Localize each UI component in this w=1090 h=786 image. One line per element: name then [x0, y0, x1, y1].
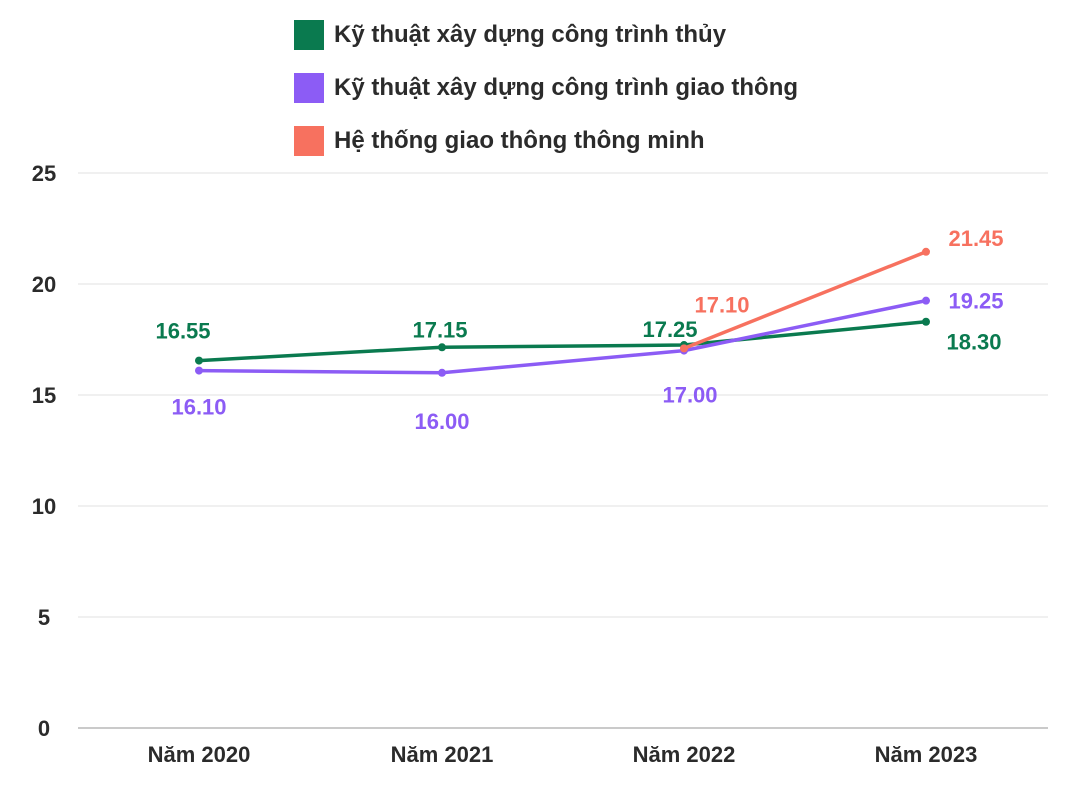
x-tick-label: Năm 2020 — [148, 742, 251, 767]
data-label: 17.10 — [694, 292, 749, 317]
data-point — [438, 368, 446, 377]
y-tick-label: 5 — [38, 605, 50, 630]
data-point — [195, 366, 203, 375]
data-label: 17.00 — [662, 383, 717, 408]
x-tick-label: Năm 2021 — [391, 742, 494, 767]
legend-item-series-1: Kỹ thuật xây dựng công trình thủy — [294, 18, 726, 52]
legend-swatch-series-2 — [294, 73, 324, 103]
data-label: 16.55 — [155, 319, 210, 344]
data-label: 16.10 — [171, 395, 226, 420]
data-point — [680, 344, 688, 353]
legend-swatch-series-3 — [294, 126, 324, 156]
legend-label-series-1: Kỹ thuật xây dựng công trình thủy — [334, 21, 727, 48]
y-tick-label: 20 — [32, 272, 56, 297]
data-label: 17.15 — [412, 317, 467, 342]
x-tick-label: Năm 2023 — [875, 742, 978, 767]
series-line — [682, 250, 928, 351]
x-tick-label: Năm 2022 — [633, 742, 736, 767]
data-point — [922, 317, 930, 326]
y-tick-label: 25 — [32, 161, 56, 186]
legend-item-series-3: Hệ thống giao thông thông minh — [294, 124, 705, 158]
data-point — [922, 296, 930, 305]
data-label: 17.25 — [642, 317, 697, 342]
y-tick-label: 0 — [38, 716, 50, 741]
legend-label-series-2: Kỹ thuật xây dựng công trình giao thông — [334, 74, 799, 101]
data-label: 16.00 — [414, 409, 469, 434]
series-line — [197, 319, 928, 363]
legend-label-series-3: Hệ thống giao thông thông minh — [334, 127, 705, 154]
data-label: 18.30 — [946, 330, 1001, 355]
data-point — [438, 343, 446, 352]
data-point — [195, 356, 203, 365]
data-label: 19.25 — [948, 289, 1003, 314]
legend-swatch-series-1 — [294, 20, 324, 50]
data-point — [922, 247, 930, 256]
data-label: 21.45 — [948, 226, 1003, 251]
y-tick-label: 10 — [32, 494, 56, 519]
y-tick-label: 15 — [32, 383, 56, 408]
series-line — [197, 298, 928, 375]
legend-item-series-2: Kỹ thuật xây dựng công trình giao thông — [294, 71, 798, 105]
